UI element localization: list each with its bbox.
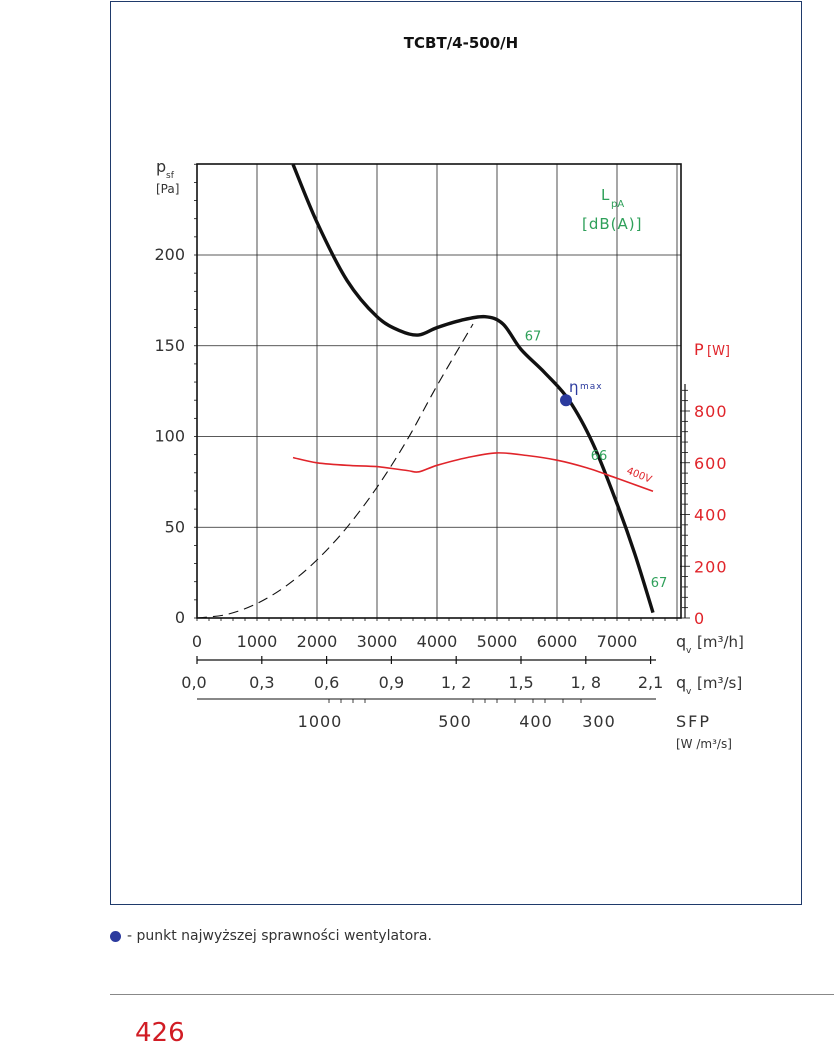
x-tick-label-m3h: 5000 — [477, 632, 518, 651]
x-tick-label-m3s: 0,9 — [379, 673, 404, 692]
sfp-tick-label: 1000 — [298, 712, 343, 731]
y-axis-unit: [Pa] — [156, 182, 179, 196]
chart-title: TCBT/4-500/H — [404, 34, 518, 52]
power-axis-label: P — [694, 340, 704, 359]
x-tick-label-m3s: 1, 2 — [441, 673, 472, 692]
lpa-unit: [dB(A)] — [582, 215, 642, 233]
x-tick-label-m3h: 6000 — [537, 632, 578, 651]
noise-level-label: 66 — [591, 449, 608, 464]
eta-max-label: η — [569, 378, 579, 396]
power-tick-label: 800 — [694, 402, 728, 421]
series-fan-curve — [291, 163, 655, 614]
chart-frame: TCBT/4-500/H 0 50 100 150 200 p sf [Pa] 0 1000 2000… — [110, 1, 802, 905]
x-axis-unit-m3h: [m³/h] — [697, 633, 744, 651]
sfp-tick-label: 400 — [519, 712, 553, 731]
x-tick-label-m3s: 0,0 — [181, 673, 206, 692]
lpa-label: L — [601, 186, 610, 204]
x-axis-label-m3h-sub: v — [686, 646, 692, 656]
x-axis-label-m3h: q — [676, 632, 686, 651]
x-tick-label-m3s: 0,6 — [314, 673, 339, 692]
noise-level-label: 67 — [651, 576, 668, 591]
y-tick-label: 100 — [154, 427, 185, 446]
x-tick-label-m3h: 3000 — [357, 632, 398, 651]
y-tick-label: 200 — [154, 245, 185, 264]
x-tick-label-m3s: 2,1 — [638, 673, 663, 692]
footnote: - punkt najwyższej sprawności wentylator… — [110, 928, 432, 944]
x-axis-label-m3s: q — [676, 673, 686, 692]
x-tick-label-m3h: 4000 — [417, 632, 458, 651]
footnote-text: - punkt najwyższej sprawności wentylator… — [127, 928, 432, 944]
y-tick-label: 150 — [154, 336, 185, 355]
x-tick-label-m3h: 1000 — [237, 632, 278, 651]
y-tick-label: 50 — [165, 517, 185, 536]
page-number: 426 — [135, 1018, 185, 1048]
lpa-label-sub: pA — [611, 199, 624, 210]
eta-marker-legend-icon — [110, 930, 121, 942]
y-axis-label-sub: sf — [166, 171, 175, 181]
power-tick-label: 0 — [694, 609, 705, 628]
y-tick-label: 0 — [175, 608, 185, 627]
series-system-curve — [196, 323, 474, 619]
noise-level-label: 67 — [525, 329, 542, 344]
x-axis-unit-m3s: [m³/s] — [697, 674, 742, 692]
x-tick-label-m3s: 0,3 — [249, 673, 274, 692]
x-tick-label-m3s: 1,5 — [508, 673, 533, 692]
sfp-tick-label: 300 — [582, 712, 616, 731]
power-tick-label: 400 — [694, 506, 728, 525]
x-tick-label-m3h: 2000 — [297, 632, 338, 651]
sfp-axis-label: SFP — [676, 712, 711, 731]
x-tick-label-m3s: 1, 8 — [571, 673, 602, 692]
series-power — [292, 452, 654, 492]
plot-area — [196, 163, 682, 619]
eta-max-point — [560, 394, 572, 407]
sfp-tick-label: 500 — [438, 712, 472, 731]
power-axis-unit: [W] — [707, 344, 730, 359]
power-tick-label: 600 — [694, 454, 728, 473]
sfp-axis-unit: [W /m³/s] — [676, 737, 732, 751]
x-tick-label-m3h: 0 — [192, 632, 202, 651]
page-divider — [110, 994, 834, 995]
x-tick-label-m3h: 7000 — [597, 632, 638, 651]
x-axis-label-m3s-sub: v — [686, 687, 692, 697]
y-axis-label: p — [156, 157, 166, 176]
power-tick-label: 200 — [694, 557, 728, 576]
eta-max-label-sup: max — [580, 382, 603, 392]
